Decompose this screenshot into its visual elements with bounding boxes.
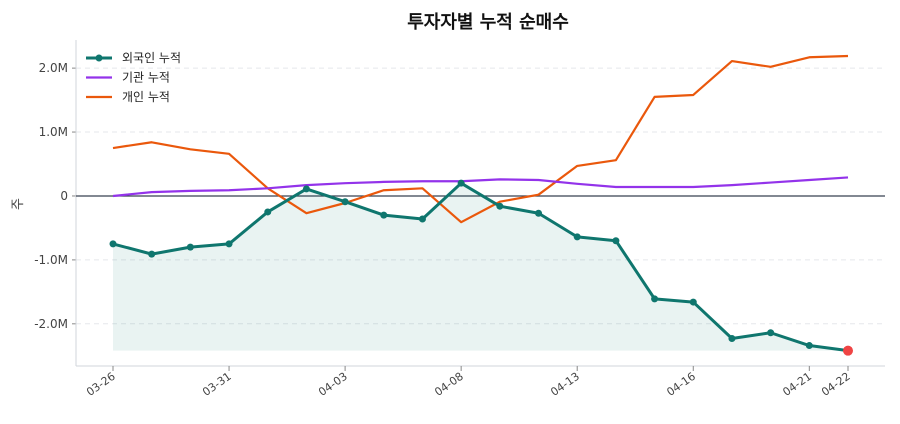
data-point — [457, 179, 465, 187]
series-line-0 — [112, 181, 849, 353]
data-point — [109, 240, 117, 248]
x-tick-label: 04-13 — [548, 370, 582, 399]
data-point — [728, 335, 736, 343]
x-tick-label: 04-08 — [432, 370, 466, 399]
data-point — [341, 198, 349, 206]
series-line-2 — [112, 54, 849, 224]
data-point — [264, 208, 272, 216]
y-tick-label: 1.0M — [39, 125, 68, 139]
y-tick-label: -1.0M — [34, 253, 68, 267]
legend-marker — [95, 54, 103, 62]
last-point-marker — [843, 345, 853, 356]
x-tick-label: 03-26 — [84, 370, 118, 399]
x-tick-label: 04-16 — [664, 370, 698, 399]
data-point — [148, 250, 156, 258]
data-point — [612, 237, 620, 245]
data-point — [225, 240, 233, 248]
y-tick-label: 2.0M — [39, 61, 68, 75]
legend-label: 개인 누적 — [122, 90, 170, 104]
data-point — [651, 295, 659, 303]
data-point — [689, 298, 697, 306]
data-point — [573, 233, 581, 241]
x-tick-label: 04-03 — [316, 370, 350, 399]
data-point — [535, 209, 543, 217]
data-point — [805, 342, 813, 350]
data-point — [186, 243, 194, 251]
data-point — [380, 211, 388, 219]
foreign-area-fill — [113, 183, 848, 351]
legend-label: 기관 누적 — [122, 71, 170, 85]
data-point — [302, 185, 310, 193]
x-tick-label: 04-22 — [819, 370, 853, 399]
x-tick-label: 04-21 — [780, 370, 814, 399]
chart-title: 투자자별 누적 순매수 — [407, 12, 569, 33]
legend-label: 외국인 누적 — [122, 51, 181, 65]
data-point — [496, 202, 504, 210]
series-line-1 — [112, 176, 849, 198]
y-axis-label: 주 — [11, 198, 26, 210]
y-tick-label: 0 — [60, 189, 68, 203]
x-tick-label: 03-31 — [200, 370, 234, 399]
data-point — [767, 329, 775, 337]
y-tick-label: -2.0M — [34, 317, 68, 331]
data-point — [418, 215, 426, 223]
